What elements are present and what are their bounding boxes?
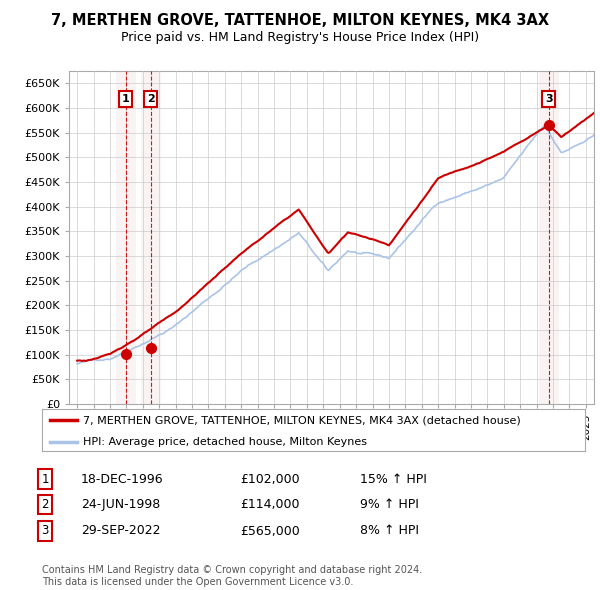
Text: 2: 2: [147, 94, 155, 104]
Text: £114,000: £114,000: [240, 498, 299, 511]
Text: 2: 2: [41, 498, 49, 511]
Bar: [141, 71, 161, 404]
Text: 29-SEP-2022: 29-SEP-2022: [81, 525, 161, 537]
Text: 9% ↑ HPI: 9% ↑ HPI: [360, 498, 419, 511]
Text: 7, MERTHEN GROVE, TATTENHOE, MILTON KEYNES, MK4 3AX: 7, MERTHEN GROVE, TATTENHOE, MILTON KEYN…: [51, 13, 549, 28]
Text: 1: 1: [41, 473, 49, 486]
Bar: [116, 71, 136, 404]
Text: 18-DEC-1996: 18-DEC-1996: [81, 473, 164, 486]
Text: 7, MERTHEN GROVE, TATTENHOE, MILTON KEYNES, MK4 3AX (detached house): 7, MERTHEN GROVE, TATTENHOE, MILTON KEYN…: [83, 415, 520, 425]
Text: Contains HM Land Registry data © Crown copyright and database right 2024.
This d: Contains HM Land Registry data © Crown c…: [42, 565, 422, 587]
Text: HPI: Average price, detached house, Milton Keynes: HPI: Average price, detached house, Milt…: [83, 437, 367, 447]
Text: 1: 1: [122, 94, 130, 104]
Bar: [539, 71, 559, 404]
Text: 3: 3: [545, 94, 553, 104]
Text: £565,000: £565,000: [240, 525, 300, 537]
Text: 24-JUN-1998: 24-JUN-1998: [81, 498, 160, 511]
Text: 8% ↑ HPI: 8% ↑ HPI: [360, 525, 419, 537]
Text: 3: 3: [41, 525, 49, 537]
Text: £102,000: £102,000: [240, 473, 299, 486]
Text: Price paid vs. HM Land Registry's House Price Index (HPI): Price paid vs. HM Land Registry's House …: [121, 31, 479, 44]
Text: 15% ↑ HPI: 15% ↑ HPI: [360, 473, 427, 486]
